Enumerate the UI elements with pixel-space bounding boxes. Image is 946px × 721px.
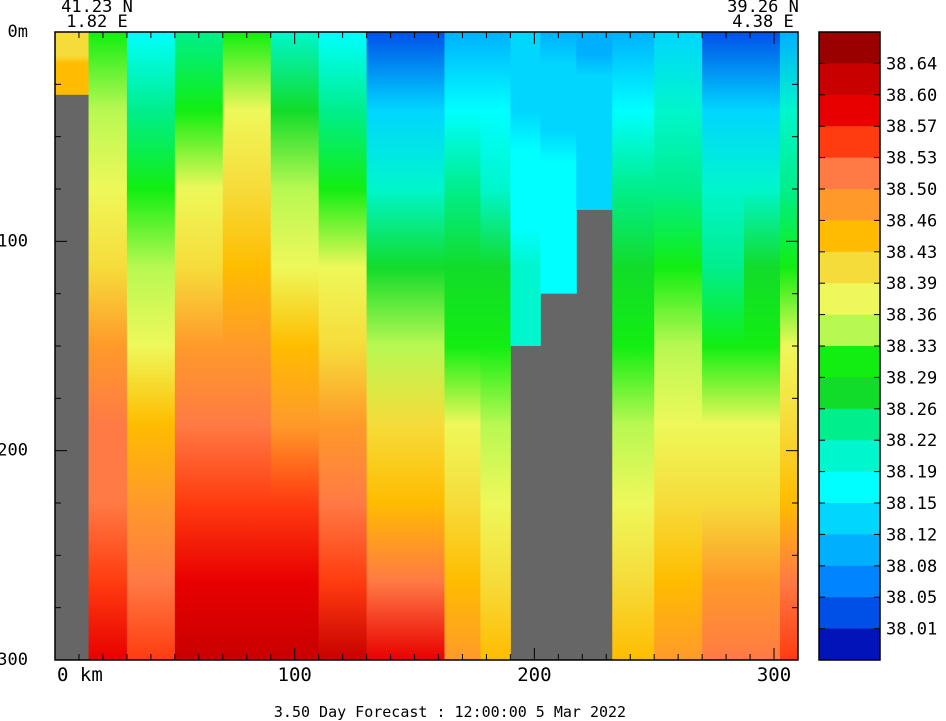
- start-longitude: 1.82 E: [66, 12, 127, 32]
- end-latitude: 39.26 N: [727, 0, 799, 17]
- salinity-column: [222, 32, 272, 660]
- salinity-column: [126, 32, 176, 660]
- colorbar-label: 38.36: [886, 306, 937, 326]
- y-tick-label: 0m: [8, 22, 28, 42]
- colorbar-swatch: [819, 597, 880, 630]
- x-tick-label: 100: [278, 664, 312, 686]
- x-tick-label: 300: [757, 664, 791, 686]
- salinity-column: [540, 32, 577, 294]
- colorbar-label: 38.05: [886, 588, 937, 608]
- colorbar-label: 38.64: [886, 54, 937, 74]
- colorbar-swatch: [819, 440, 880, 473]
- colorbar-label: 38.60: [886, 86, 937, 106]
- salinity-column: [318, 32, 368, 660]
- colorbar-swatch: [819, 220, 880, 253]
- salinity-column: [55, 32, 90, 95]
- colorbar-swatch: [819, 346, 880, 378]
- colorbar-swatch: [819, 63, 880, 96]
- start-latitude: 41.23 N: [61, 0, 133, 17]
- colorbar-swatch: [819, 565, 880, 598]
- colorbar-swatch: [819, 251, 880, 284]
- colorbar-label: 38.46: [886, 211, 937, 231]
- salinity-column: [702, 32, 745, 660]
- colorbar-swatch: [819, 94, 880, 127]
- x-tick-label: 200: [517, 664, 551, 686]
- colorbar-label: 38.50: [886, 180, 937, 200]
- colorbar-label: 38.29: [886, 368, 937, 388]
- forecast-title: 3.50 Day Forecast : 12:00:00 5 Mar 2022: [274, 703, 626, 721]
- salinity-column: [744, 32, 781, 660]
- salinity-column: [366, 32, 410, 660]
- colorbar-swatch: [819, 503, 880, 535]
- colorbar-swatch: [819, 628, 880, 661]
- colorbar-label: 38.53: [886, 149, 937, 169]
- salinity-column: [444, 32, 481, 660]
- colorbar-label: 38.08: [886, 557, 937, 577]
- x-tick-label: 0 km: [57, 664, 103, 686]
- colorbar-label: 38.33: [886, 337, 937, 357]
- colorbar-label: 38.15: [886, 494, 937, 514]
- salinity-column: [480, 32, 511, 660]
- salinity-column: [88, 32, 128, 660]
- colorbar-label: 38.43: [886, 243, 937, 263]
- colorbar-swatch: [819, 189, 880, 221]
- y-tick-label: 300: [0, 650, 28, 670]
- salinity-column: [174, 32, 224, 660]
- salinity-column: [612, 32, 655, 660]
- colorbar-swatch: [819, 283, 880, 316]
- colorbar-swatch: [819, 534, 880, 567]
- salinity-column: [270, 32, 320, 660]
- y-tick-label: 200: [0, 441, 28, 461]
- axes: 0 km 100 200 300 0m 100 200 300: [0, 22, 799, 686]
- colorbar-label: 38.22: [886, 431, 937, 451]
- colorbar-label: 38.01: [886, 620, 937, 640]
- colorbar-label: 38.26: [886, 400, 937, 420]
- y-tick-label: 100: [0, 231, 28, 251]
- end-longitude: 4.38 E: [732, 12, 793, 32]
- plot-area: [55, 32, 798, 660]
- colorbar-swatch: [819, 377, 880, 410]
- salinity-column: [408, 32, 445, 660]
- colorbar-label: 38.57: [886, 117, 937, 137]
- colorbar-swatch: [819, 314, 880, 347]
- colorbar-swatch: [819, 408, 880, 441]
- colorbar-swatch: [819, 32, 880, 64]
- salinity-column: [654, 32, 703, 660]
- colorbar-swatch: [819, 126, 880, 159]
- colorbar-label: 38.39: [886, 274, 937, 294]
- colorbar-swatch: [819, 471, 880, 504]
- colorbar-label: 38.12: [886, 525, 937, 545]
- salinity-column: [576, 32, 613, 210]
- colorbar-swatch: [819, 157, 880, 190]
- salinity-column: [510, 32, 541, 346]
- colorbar: 38.64 38.60 38.57 38.53 38.50 38.46 38.43 38.39…: [818, 31, 937, 661]
- colorbar-label: 38.19: [886, 463, 937, 483]
